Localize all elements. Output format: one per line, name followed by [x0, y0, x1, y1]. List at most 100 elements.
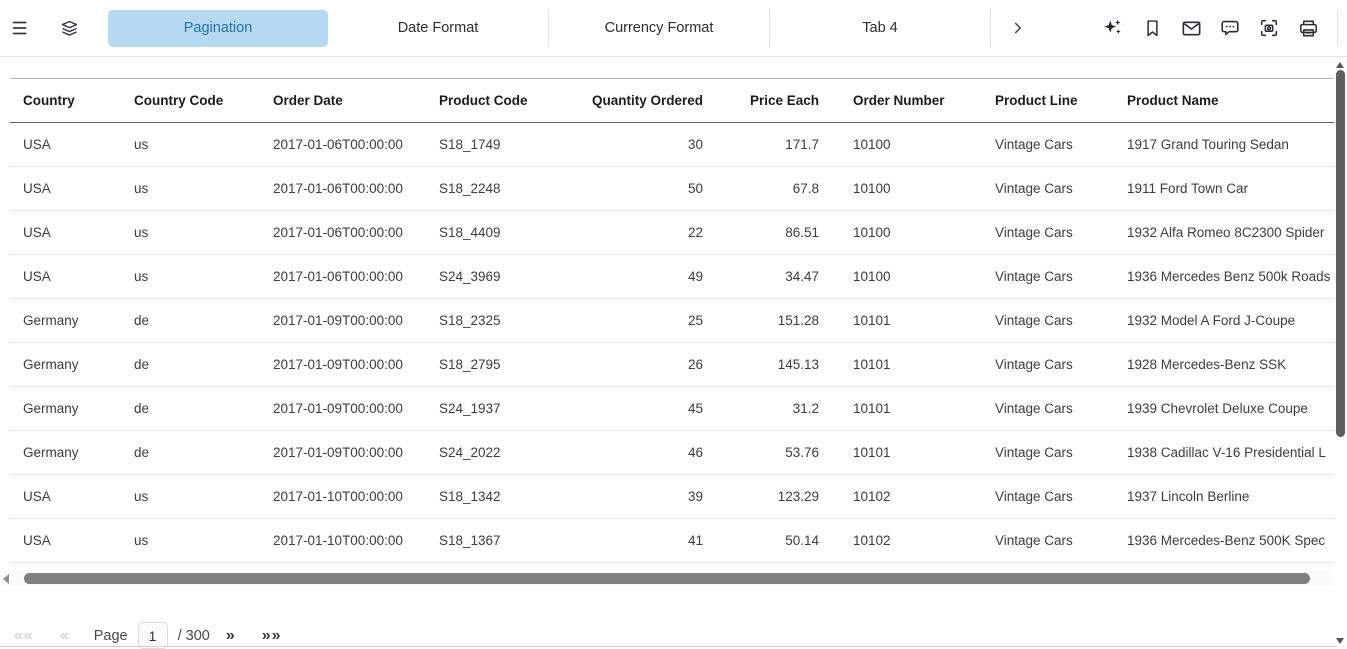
- scroll-left-arrow-icon[interactable]: [3, 574, 9, 584]
- tab-tab-4[interactable]: Tab 4: [770, 10, 990, 47]
- table-row: USA us 2017-01-06T00:00:00 S18_2248 50 67.8 10…: [10, 166, 1337, 211]
- cell-order_date: 2017-01-09T00:00:00: [260, 298, 426, 343]
- scroll-down-arrow-icon[interactable]: [1336, 638, 1344, 644]
- cell-product_line: Vintage Cars: [982, 166, 1114, 211]
- more-tabs-chevron-right-icon[interactable]: [1001, 15, 1035, 41]
- tab-pagination[interactable]: Pagination: [108, 9, 328, 47]
- cell-product_name: 1932 Alfa Romeo 8C2300 Spider: [1114, 210, 1337, 255]
- cell-order_number: 10100: [823, 210, 982, 255]
- cell-quantity_ordered: 22: [563, 210, 707, 255]
- cell-price_each: 31.2: [707, 386, 823, 431]
- cell-product_line: Vintage Cars: [982, 386, 1114, 431]
- cell-quantity_ordered: 25: [563, 298, 707, 343]
- cell-country: USA: [10, 166, 121, 211]
- cell-product_name: 1928 Mercedes-Benz SSK: [1114, 342, 1337, 387]
- cell-order_number: 10101: [823, 298, 982, 343]
- cell-product_code: S24_3969: [426, 254, 563, 299]
- data-grid: Country Country Code Order Date Product Cod…: [10, 78, 1337, 563]
- cell-quantity_ordered: 50: [563, 166, 707, 211]
- cell-order_number: 10101: [823, 386, 982, 431]
- cell-order_number: 10100: [823, 122, 982, 167]
- next-page-button[interactable]: »: [225, 626, 236, 644]
- bookmark-icon[interactable]: [1139, 15, 1165, 41]
- cell-country: Germany: [10, 430, 121, 475]
- cell-order_number: 10101: [823, 342, 982, 387]
- cell-country_code: de: [121, 298, 260, 343]
- cell-quantity_ordered: 41: [563, 518, 707, 563]
- cell-order_date: 2017-01-06T00:00:00: [260, 254, 426, 299]
- cell-order_number: 10102: [823, 474, 982, 519]
- cell-price_each: 67.8: [707, 166, 823, 211]
- table-row: USA us 2017-01-06T00:00:00 S18_1749 30 171.7 1…: [10, 122, 1337, 167]
- cell-price_each: 50.14: [707, 518, 823, 563]
- cell-country_code: us: [121, 474, 260, 519]
- tab-currency-format[interactable]: Currency Format: [549, 10, 769, 47]
- horizontal-scrollbar-thumb[interactable]: [24, 573, 1310, 584]
- cell-order_number: 10100: [823, 254, 982, 299]
- toolbar: Pagination Date Format Currency Format Tab …: [0, 0, 1347, 57]
- column-header-order_date: Order Date: [260, 78, 426, 123]
- column-header-product_code: Product Code: [426, 78, 563, 123]
- cell-product_line: Vintage Cars: [982, 298, 1114, 343]
- cell-price_each: 151.28: [707, 298, 823, 343]
- page-label: Page: [93, 627, 128, 644]
- cell-order_number: 10102: [823, 518, 982, 563]
- cell-country_code: us: [121, 210, 260, 255]
- cell-product_name: 1917 Grand Touring Sedan: [1114, 122, 1337, 167]
- previous-page-button[interactable]: «: [59, 626, 70, 644]
- cell-product_name: 1937 Lincoln Berline: [1114, 474, 1337, 519]
- cell-product_line: Vintage Cars: [982, 518, 1114, 563]
- vertical-scrollbar[interactable]: [1334, 57, 1347, 648]
- first-page-button[interactable]: ««: [14, 626, 34, 644]
- cell-price_each: 145.13: [707, 342, 823, 387]
- cell-order_date: 2017-01-09T00:00:00: [260, 430, 426, 475]
- cell-quantity_ordered: 46: [563, 430, 707, 475]
- column-header-quantity_ordered: Quantity Ordered: [563, 78, 707, 123]
- cell-product_code: S24_1937: [426, 386, 563, 431]
- pagination-bar: «« « Page / 300 » »»: [14, 622, 282, 649]
- cell-country: USA: [10, 518, 121, 563]
- cell-product_name: 1936 Mercedes-Benz 500K Spec: [1114, 518, 1337, 563]
- screenshot-icon[interactable]: [1256, 15, 1282, 41]
- cell-country_code: us: [121, 254, 260, 299]
- tab-date-format[interactable]: Date Format: [328, 10, 548, 47]
- hamburger-menu-icon[interactable]: [8, 15, 34, 41]
- cell-product_line: Vintage Cars: [982, 342, 1114, 387]
- last-page-button[interactable]: »»: [261, 626, 282, 644]
- print-icon[interactable]: [1295, 15, 1321, 41]
- vertical-scrollbar-thumb[interactable]: [1336, 70, 1345, 437]
- toolbar-end-divider: [1337, 10, 1338, 46]
- comment-icon[interactable]: [1217, 15, 1243, 41]
- cell-country_code: us: [121, 122, 260, 167]
- scroll-up-arrow-icon[interactable]: [1336, 62, 1344, 68]
- column-header-product_line: Product Line: [982, 78, 1114, 123]
- cell-product_name: 1932 Model A Ford J-Coupe: [1114, 298, 1337, 343]
- cell-product_code: S18_2795: [426, 342, 563, 387]
- horizontal-scrollbar[interactable]: [2, 571, 1337, 586]
- cell-price_each: 86.51: [707, 210, 823, 255]
- cell-product_line: Vintage Cars: [982, 254, 1114, 299]
- page-number-input[interactable]: [137, 622, 168, 649]
- cell-order_date: 2017-01-09T00:00:00: [260, 342, 426, 387]
- cell-order_date: 2017-01-09T00:00:00: [260, 386, 426, 431]
- sparkles-icon[interactable]: [1100, 15, 1126, 41]
- cell-country: Germany: [10, 386, 121, 431]
- column-header-order_number: Order Number: [823, 78, 982, 123]
- table-row: USA us 2017-01-10T00:00:00 S18_1342 39 123.29…: [10, 474, 1337, 519]
- cell-price_each: 171.7: [707, 122, 823, 167]
- table-row: Germany de 2017-01-09T00:00:00 S24_2022 46 53…: [10, 430, 1337, 475]
- cell-order_date: 2017-01-10T00:00:00: [260, 474, 426, 519]
- cell-product_line: Vintage Cars: [982, 210, 1114, 255]
- table-header-row: Country Country Code Order Date Product Cod…: [10, 78, 1337, 123]
- cell-quantity_ordered: 26: [563, 342, 707, 387]
- cell-product_name: 1936 Mercedes Benz 500k Roads: [1114, 254, 1337, 299]
- cell-quantity_ordered: 39: [563, 474, 707, 519]
- cell-country: Germany: [10, 298, 121, 343]
- cell-country_code: de: [121, 430, 260, 475]
- cell-country: USA: [10, 474, 121, 519]
- mail-icon[interactable]: [1178, 15, 1204, 41]
- cell-product_name: 1938 Cadillac V-16 Presidential L: [1114, 430, 1337, 475]
- layers-icon[interactable]: [56, 15, 82, 41]
- tab-divider: [769, 9, 770, 47]
- table-row: Germany de 2017-01-09T00:00:00 S18_2795 26 14…: [10, 342, 1337, 387]
